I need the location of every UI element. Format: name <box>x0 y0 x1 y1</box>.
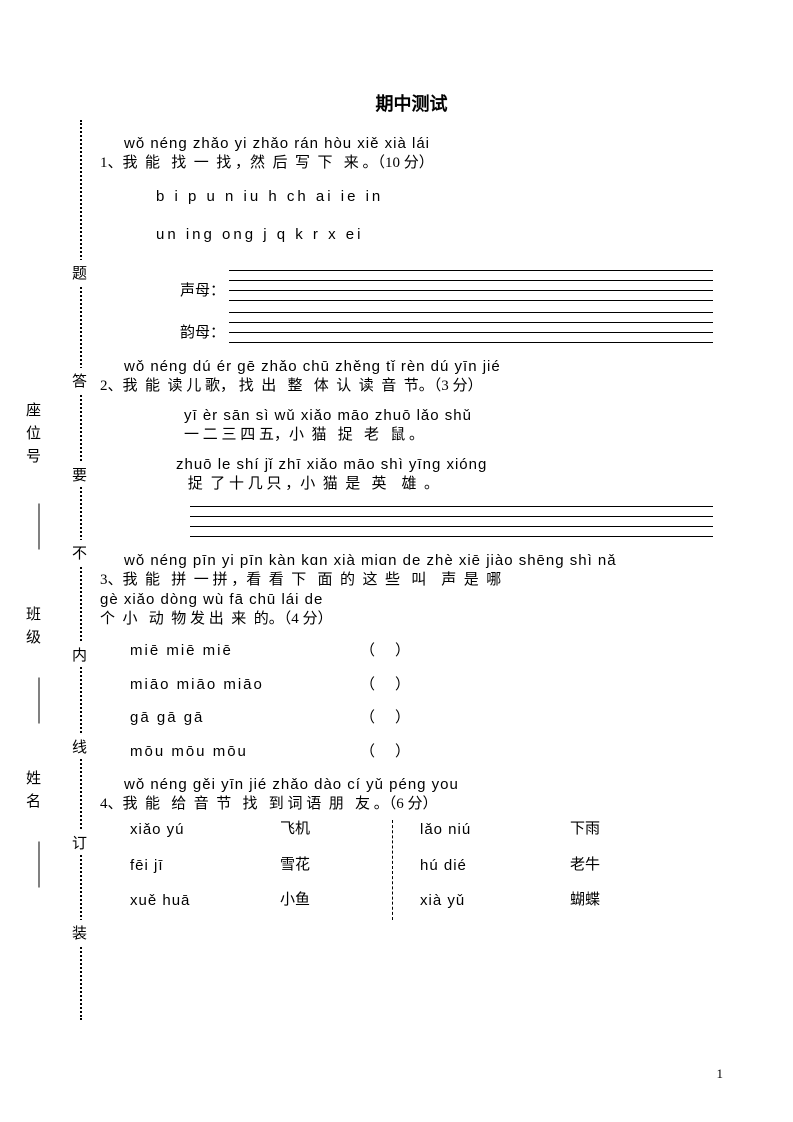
match-pinyin: hú dié <box>420 856 570 876</box>
q4-pinyin: wǒ néng gěi yīn jié zhǎo dào cí yǔ péng … <box>124 775 723 795</box>
match-hanzi: 老牛 <box>570 856 670 876</box>
page-title: 期中测试 <box>100 90 723 116</box>
q1-hanzi: 1、我 能 找 一 找 ，然 后 写 下 来 。（10 分） <box>100 154 723 174</box>
sound-row: gā gā gā（） <box>130 708 723 728</box>
answer-blank[interactable]: （） <box>360 708 430 728</box>
column-divider <box>392 820 393 920</box>
binding-char: 要 <box>72 462 87 487</box>
match-pinyin: xuě huā <box>130 891 280 911</box>
match-hanzi: 飞机 <box>280 820 380 840</box>
q1-pinyin: wǒ néng zhǎo yi zhǎo rán hòu xiě xià lái <box>124 134 723 154</box>
q1-letters-row1: b i p u n iu h ch ai ie in <box>156 187 723 207</box>
question-1: wǒ néng zhǎo yi zhǎo rán hòu xiě xià lái… <box>100 134 723 343</box>
q3-pinyin1: wǒ néng pīn yi pīn kàn kɑn xià miɑn de z… <box>124 551 723 571</box>
answer-blank[interactable]: （） <box>360 742 430 762</box>
shengmu-row: 声母： <box>180 270 713 302</box>
question-3: wǒ néng pīn yi pīn kàn kɑn xià miɑn de z… <box>100 551 723 761</box>
yunmu-row: 韵母： <box>180 312 713 344</box>
match-hanzi: 小鱼 <box>280 891 380 911</box>
fill-line[interactable] <box>39 842 40 888</box>
sound-row: mōu mōu mōu（） <box>130 742 723 762</box>
match-pinyin: lǎo niú <box>420 820 570 840</box>
q2-poem2-hz: 捉 了 十 几 只 ，小 猫 是 英 雄 。 <box>184 475 723 495</box>
q2-pinyin: wǒ néng dú ér gē zhǎo chū zhěng tǐ rèn d… <box>124 357 723 377</box>
match-hanzi: 蝴蝶 <box>570 891 670 911</box>
side-label: 班级 <box>22 606 43 652</box>
q2-hanzi: 2、我 能 读 儿 歌， 找 出 整 体 认 读 音 节。（3 分） <box>100 377 723 397</box>
sound-text: gā gā gā <box>130 708 360 728</box>
yunmu-label: 韵母： <box>180 312 225 344</box>
binding-char: 题 <box>72 260 87 285</box>
answer-blank[interactable]: （） <box>360 641 430 661</box>
shengmu-label: 声母： <box>180 270 225 302</box>
binding-char: 答 <box>72 368 87 393</box>
match-pinyin: xià yǔ <box>420 891 570 911</box>
q2-poem2-py: zhuō le shí jǐ zhī xiǎo māo shì yīng xió… <box>176 455 723 475</box>
sound-row: miē miē miē（） <box>130 641 723 661</box>
side-labels: 座位号班级姓名 <box>10 140 50 940</box>
q2-poem1-py: yī èr sān sì wǔ xiǎo māo zhuō lǎo shǔ <box>184 406 723 426</box>
q3-pinyin2: gè xiǎo dòng wù fā chū lái de <box>100 590 723 610</box>
match-pinyin: xiǎo yú <box>130 820 280 840</box>
side-label: 姓名 <box>22 770 43 816</box>
dotted-line <box>80 120 82 1020</box>
q2-poem1-hz: 一 二 三 四 五，小 猫 捉 老 鼠 。 <box>184 426 723 446</box>
content-area: wǒ néng zhǎo yi zhǎo rán hòu xiě xià lái… <box>100 134 723 911</box>
match-pinyin: fēi jī <box>130 856 280 876</box>
sound-list: miē miē miē（）miāo miāo miāo（）gā gā gā（）m… <box>100 641 723 761</box>
sound-row: miāo miāo miāo（） <box>130 675 723 695</box>
match-grid: xiǎo yú飞机 lǎo niú下雨 fēi jī雪花 hú dié老牛 xuě hu… <box>130 820 723 911</box>
binding-char: 装 <box>72 920 87 945</box>
binding-char: 线 <box>72 734 87 759</box>
page-number: 1 <box>717 1066 724 1082</box>
q3-hanzi2: 个 小 动 物 发 出 来 的。（4 分） <box>100 610 723 630</box>
question-2: wǒ néng dú ér gē zhǎo chū zhěng tǐ rèn d… <box>100 357 723 537</box>
binding-char: 不 <box>72 540 87 565</box>
match-row: xuě huā小鱼 xià yǔ蝴蝶 <box>130 891 723 911</box>
answer-blank[interactable]: （） <box>360 675 430 695</box>
fill-line[interactable] <box>39 504 40 550</box>
question-4: wǒ néng gěi yīn jié zhǎo dào cí yǔ péng … <box>100 775 723 911</box>
q3-hanzi1: 3、我 能 拼 一 拼 ，看 看 下 面 的 这 些 叫 声 是 哪 <box>100 571 723 591</box>
sound-text: miē miē miē <box>130 641 360 661</box>
writing-grid[interactable] <box>229 312 713 343</box>
binding-char: 订 <box>72 830 87 855</box>
match-hanzi: 雪花 <box>280 856 380 876</box>
writing-grid[interactable] <box>190 506 713 537</box>
match-row: xiǎo yú飞机 lǎo niú下雨 <box>130 820 723 840</box>
q1-letters-row2: un ing ong j q k r x ei <box>156 225 723 245</box>
sound-text: mōu mōu mōu <box>130 742 360 762</box>
fill-line[interactable] <box>39 678 40 724</box>
binding-char: 内 <box>72 642 87 667</box>
match-row: fēi jī雪花 hú dié老牛 <box>130 856 723 876</box>
writing-grid[interactable] <box>229 270 713 301</box>
q4-hanzi: 4、我 能 给 音 节 找 到 词 语 朋 友 。（6 分） <box>100 795 723 815</box>
side-label: 座位号 <box>22 402 43 471</box>
match-hanzi: 下雨 <box>570 820 670 840</box>
sound-text: miāo miāo miāo <box>130 675 360 695</box>
binding-margin: 题答要不内线订装 <box>60 120 100 1020</box>
